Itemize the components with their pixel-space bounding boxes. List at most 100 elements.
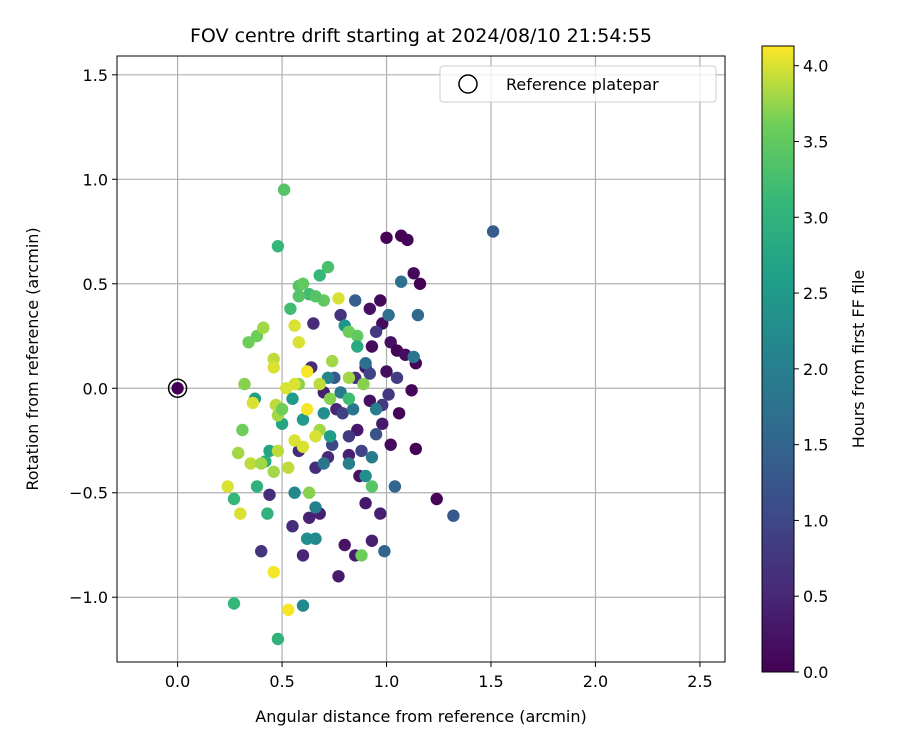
x-tick-label: 0.0 (165, 672, 190, 691)
x-tick-label: 0.5 (269, 672, 294, 691)
legend-marker (458, 74, 478, 94)
data-point (405, 384, 418, 397)
data-point (323, 392, 337, 405)
data-point (346, 403, 360, 416)
data-point (382, 308, 395, 322)
colorbar-tick-label: 1.5 (803, 436, 828, 455)
data-point (238, 377, 251, 391)
data-point (357, 377, 370, 391)
data-point (365, 534, 379, 547)
reference-point-fill (171, 382, 184, 395)
data-point (303, 486, 316, 499)
colorbar-tick-label: 3.5 (803, 132, 828, 151)
data-point (411, 308, 425, 322)
data-point (382, 388, 395, 401)
y-tick-label: 1.5 (83, 66, 108, 85)
colorbar-tick-label: 1.0 (803, 511, 828, 530)
data-point (288, 377, 301, 391)
data-point (338, 538, 351, 552)
data-point (267, 465, 280, 478)
data-point (271, 632, 285, 646)
data-point (309, 290, 322, 303)
x-axis-label: Angular distance from reference (arcmin) (255, 707, 586, 726)
data-point (359, 497, 372, 510)
data-point (413, 277, 427, 290)
data-point (326, 354, 339, 368)
data-point (261, 507, 274, 520)
data-point (486, 225, 500, 238)
reference-point (167, 378, 188, 399)
data-point (447, 509, 460, 522)
data-point (407, 267, 420, 280)
data-point (395, 275, 408, 288)
grid-lines (117, 56, 725, 662)
colorbar-label: Hours from first FF file (849, 270, 868, 449)
data-point (384, 438, 397, 451)
data-point (363, 367, 376, 380)
data-point (267, 361, 280, 374)
data-point (227, 597, 241, 610)
data-point (282, 603, 295, 616)
data-point (309, 532, 322, 545)
data-point (303, 511, 316, 524)
data-point (380, 231, 393, 244)
data-point (365, 340, 379, 353)
data-point (296, 440, 310, 453)
data-point (244, 457, 257, 470)
colorbar-ticks: 0.0 0.5 1.0 1.5 2.0 2.5 3.0 3.5 4.0 (794, 57, 828, 682)
data-point (323, 430, 337, 443)
y-tick-label: 1.0 (83, 170, 108, 189)
data-point (286, 520, 299, 533)
data-point (292, 336, 305, 349)
data-point (369, 325, 383, 338)
data-point (380, 365, 393, 378)
y-tick-label: −1.0 (69, 588, 108, 607)
data-point (246, 396, 259, 410)
data-point (257, 321, 270, 334)
y-axis-label: Rotation from reference (arcmin) (23, 227, 42, 490)
x-tick-label: 1.0 (374, 672, 399, 691)
colorbar-tick-label: 4.0 (803, 57, 828, 76)
colorbar-tick-label: 2.5 (803, 284, 828, 303)
data-point (236, 423, 249, 437)
data-point (430, 492, 443, 506)
x-tick-label: 2.5 (687, 672, 712, 691)
data-point (342, 457, 356, 470)
scatter-points (221, 183, 500, 646)
chart-title: FOV centre drift starting at 2024/08/10 … (190, 25, 652, 47)
data-point (409, 442, 422, 456)
data-point (355, 549, 368, 562)
data-point (255, 457, 268, 470)
colorbar-gradient (762, 46, 794, 672)
data-point (317, 457, 330, 470)
data-point (365, 451, 379, 464)
colorbar-frame (761, 45, 795, 673)
data-point (307, 317, 320, 330)
data-point (300, 365, 314, 378)
data-point (342, 430, 356, 443)
data-point (336, 407, 349, 420)
data-point (378, 545, 391, 558)
data-point (392, 407, 406, 420)
data-point (296, 277, 310, 290)
data-point (332, 292, 345, 305)
data-point (390, 371, 404, 384)
data-point (263, 488, 276, 501)
data-point (313, 269, 326, 282)
data-point (288, 319, 301, 332)
data-point (334, 308, 347, 322)
legend: Reference platepar (439, 65, 717, 103)
data-point (407, 350, 420, 364)
data-point (369, 428, 383, 441)
x-tick-label: 1.5 (478, 672, 503, 691)
colorbar-tick-label: 2.0 (803, 360, 828, 379)
data-point (221, 480, 234, 493)
data-point (250, 480, 264, 493)
data-point (321, 260, 335, 274)
colorbar-tick-label: 3.0 (803, 208, 828, 227)
data-point (227, 492, 241, 506)
plot-frame (116, 55, 726, 663)
data-point (282, 461, 295, 474)
legend-box (439, 65, 717, 103)
y-tick-label: −0.5 (69, 484, 108, 503)
